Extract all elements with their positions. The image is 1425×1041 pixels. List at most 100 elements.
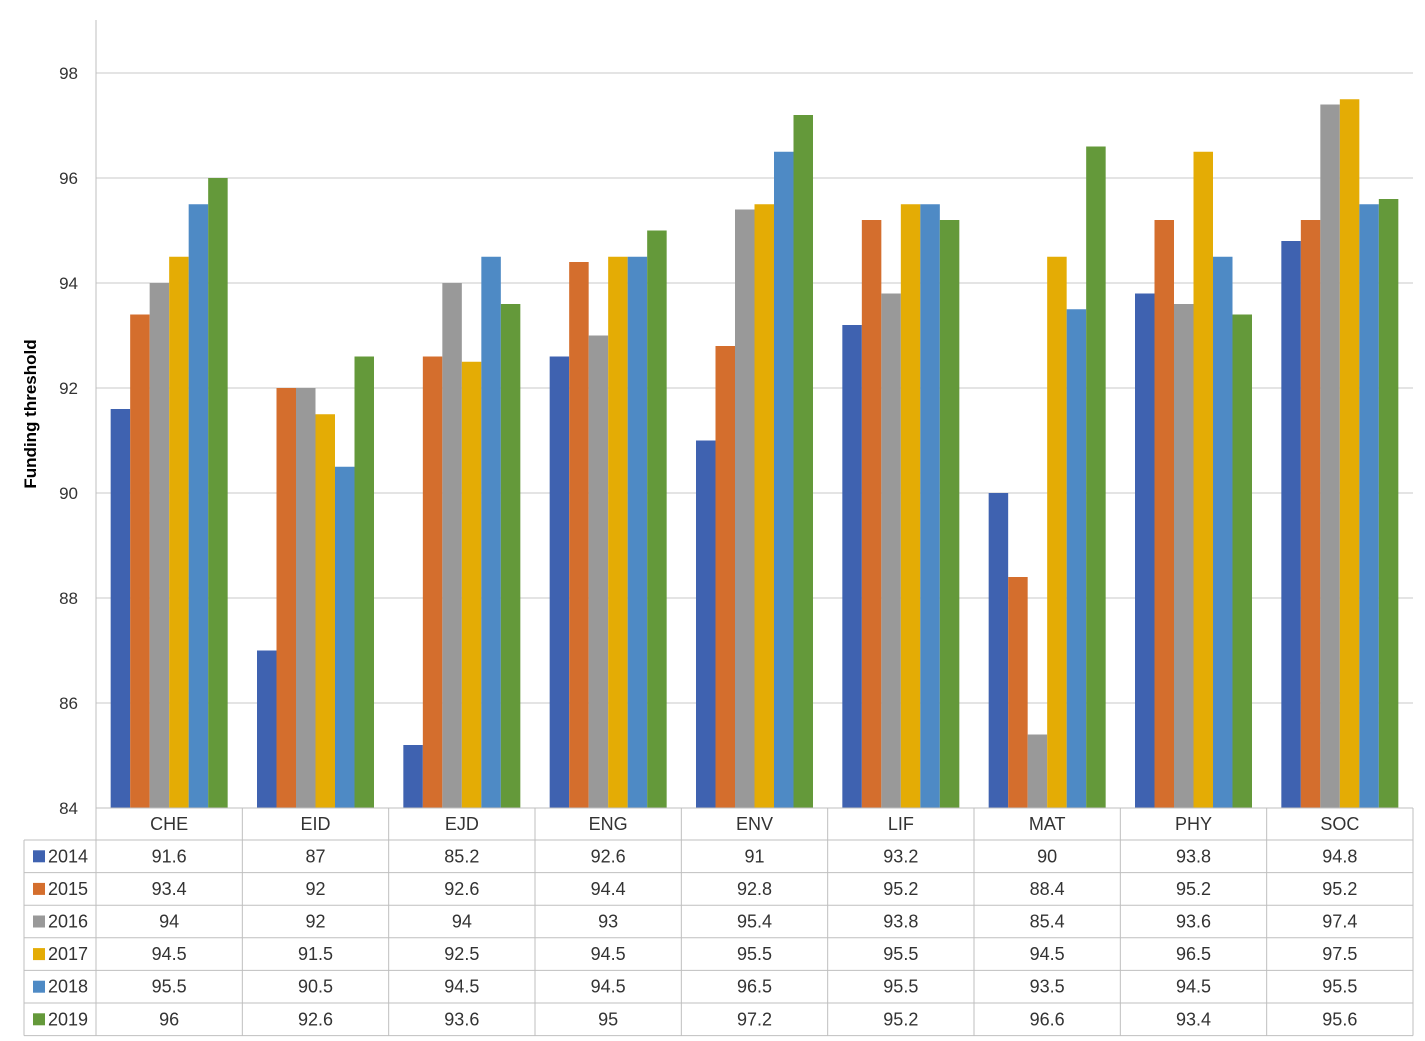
bar-che-2014 bbox=[110, 409, 131, 808]
table-cell: 95.5 bbox=[152, 977, 187, 997]
bar-ejd-2015 bbox=[422, 356, 443, 808]
bar-eng-2018 bbox=[627, 256, 648, 808]
bar-lif-2019 bbox=[939, 220, 960, 808]
bar-che-2016 bbox=[149, 283, 170, 808]
table-cell: 97.2 bbox=[737, 1009, 772, 1029]
bar-env-2018 bbox=[774, 151, 794, 808]
bar-phy-2019 bbox=[1232, 314, 1252, 808]
axes bbox=[95, 20, 1413, 1036]
table-cell: 93.6 bbox=[444, 1009, 479, 1029]
legend-swatch bbox=[33, 948, 45, 961]
category-label: EJD bbox=[445, 814, 479, 834]
table-cell: 87 bbox=[305, 846, 325, 866]
bar-env-2016 bbox=[735, 209, 755, 808]
legend-swatch bbox=[33, 1013, 45, 1026]
table-cell: 96.5 bbox=[737, 977, 772, 997]
table-cell: 85.4 bbox=[1030, 912, 1065, 932]
bar-mat-2017 bbox=[1047, 256, 1067, 808]
table-cell: 95.4 bbox=[737, 912, 772, 932]
bar-soc-2017 bbox=[1339, 99, 1360, 808]
legend-swatch bbox=[33, 850, 45, 863]
bar-lif-2017 bbox=[900, 204, 921, 808]
bar-phy-2018 bbox=[1213, 256, 1233, 808]
table-cell: 90.5 bbox=[298, 977, 333, 997]
table-cell: 93.5 bbox=[1030, 977, 1065, 997]
table-cell: 92 bbox=[305, 879, 325, 899]
bar-mat-2015 bbox=[1008, 577, 1028, 808]
table-cell: 93.4 bbox=[152, 879, 187, 899]
bar-phy-2016 bbox=[1174, 304, 1194, 808]
table-cell: 94.4 bbox=[591, 879, 626, 899]
table-cell: 92.5 bbox=[444, 944, 479, 964]
bar-soc-2015 bbox=[1300, 220, 1321, 808]
bar-lif-2018 bbox=[920, 204, 940, 808]
table-cell: 94 bbox=[159, 912, 179, 932]
category-label: EID bbox=[300, 814, 330, 834]
table-cell: 91.6 bbox=[152, 846, 187, 866]
bar-ejd-2014 bbox=[403, 745, 423, 808]
y-tick-label: 96 bbox=[59, 169, 78, 188]
legend-label: 2018 bbox=[48, 977, 88, 997]
bar-eng-2015 bbox=[569, 262, 589, 808]
bar-eid-2018 bbox=[335, 466, 355, 808]
bar-soc-2014 bbox=[1281, 241, 1301, 808]
table-cell: 97.4 bbox=[1322, 912, 1357, 932]
legend-label: 2019 bbox=[48, 1009, 88, 1029]
bar-lif-2016 bbox=[881, 293, 901, 808]
y-tick-label: 98 bbox=[59, 64, 78, 83]
table-cell: 95.6 bbox=[1322, 1009, 1357, 1029]
legend-label: 2015 bbox=[48, 879, 88, 899]
category-label: PHY bbox=[1175, 814, 1212, 834]
category-label: LIF bbox=[888, 814, 914, 834]
table-cell: 91.5 bbox=[298, 944, 333, 964]
bar-mat-2014 bbox=[988, 493, 1009, 808]
bar-che-2018 bbox=[188, 204, 209, 808]
table-cell: 85.2 bbox=[444, 846, 479, 866]
bar-ejd-2016 bbox=[442, 283, 462, 808]
bar-ejd-2017 bbox=[461, 361, 482, 808]
table-cell: 94.5 bbox=[591, 944, 626, 964]
table-cell: 88.4 bbox=[1030, 879, 1065, 899]
bar-soc-2019 bbox=[1378, 199, 1399, 808]
table-cell: 92 bbox=[305, 912, 325, 932]
legend-label: 2017 bbox=[48, 944, 88, 964]
table-cell: 94 bbox=[452, 912, 472, 932]
table-cell: 93.4 bbox=[1176, 1009, 1211, 1029]
bar-ejd-2019 bbox=[500, 304, 521, 808]
table-cell: 92.6 bbox=[591, 846, 626, 866]
table-cell: 95 bbox=[598, 1009, 618, 1029]
table-cell: 93.6 bbox=[1176, 912, 1211, 932]
table-cell: 93 bbox=[598, 912, 618, 932]
table-cell: 95.2 bbox=[883, 879, 918, 899]
bar-che-2017 bbox=[169, 256, 189, 808]
bar-eng-2017 bbox=[608, 256, 628, 808]
table-cell: 92.6 bbox=[444, 879, 479, 899]
bar-eng-2016 bbox=[588, 335, 609, 808]
table-cell: 92.8 bbox=[737, 879, 772, 899]
bar-lif-2014 bbox=[842, 325, 862, 808]
table-cell: 95.5 bbox=[1322, 977, 1357, 997]
table-cell: 96.6 bbox=[1030, 1009, 1065, 1029]
legend-label: 2014 bbox=[48, 846, 88, 866]
bar-eid-2014 bbox=[257, 650, 277, 808]
bar-eid-2019 bbox=[354, 356, 374, 808]
bars bbox=[110, 99, 1399, 808]
bar-eid-2015 bbox=[276, 388, 296, 808]
table-cell: 93.8 bbox=[883, 912, 918, 932]
table-cell: 94.5 bbox=[1176, 977, 1211, 997]
bar-phy-2014 bbox=[1135, 293, 1155, 808]
category-label: MAT bbox=[1029, 814, 1066, 834]
category-label: ENV bbox=[736, 814, 773, 834]
bar-mat-2019 bbox=[1086, 146, 1106, 808]
table-cell: 94.5 bbox=[444, 977, 479, 997]
y-axis-ticks: 84 86 88 90 92 94 96 98 bbox=[59, 64, 78, 818]
table-cell: 90 bbox=[1037, 846, 1057, 866]
category-label: SOC bbox=[1320, 814, 1359, 834]
legend-swatch bbox=[33, 915, 45, 928]
y-tick-label: 84 bbox=[59, 799, 78, 818]
table-cell: 92.6 bbox=[298, 1009, 333, 1029]
bar-mat-2018 bbox=[1066, 309, 1087, 808]
legend-swatch bbox=[33, 882, 45, 895]
y-tick-label: 90 bbox=[59, 484, 78, 503]
